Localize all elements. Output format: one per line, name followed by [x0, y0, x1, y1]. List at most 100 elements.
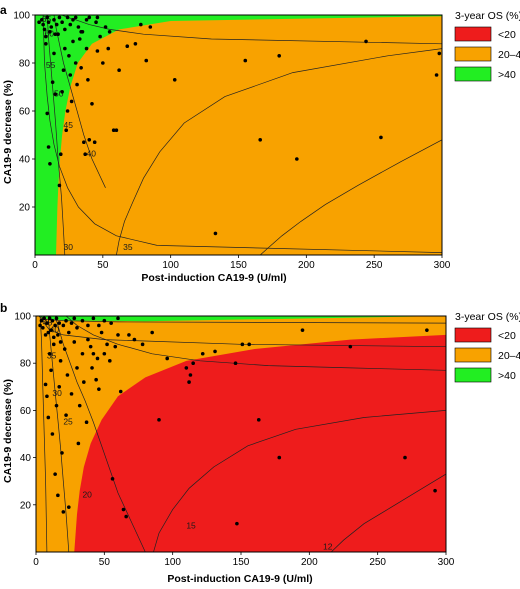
- x-tick-label: 200: [298, 260, 315, 271]
- x-tick-label: 300: [438, 557, 455, 568]
- data-point: [54, 316, 59, 321]
- data-point: [58, 359, 63, 363]
- data-point: [71, 18, 75, 22]
- contour-line: [116, 48, 442, 255]
- data-point: [56, 32, 60, 36]
- data-point: [113, 344, 118, 349]
- data-point: [80, 351, 85, 356]
- contour-label: 60: [44, 29, 54, 39]
- data-point: [57, 321, 62, 325]
- data-point: [54, 22, 59, 27]
- data-point: [97, 323, 101, 328]
- data-point: [47, 351, 52, 356]
- data-point: [434, 73, 439, 77]
- panel-b-legend-swatch-mid: [454, 347, 492, 363]
- data-point: [72, 316, 77, 321]
- data-point: [95, 49, 100, 53]
- data-point: [86, 323, 90, 328]
- panel-b-y-axis-title: CA19-9 decrease (%): [2, 379, 14, 483]
- contour-label: 45: [63, 120, 73, 130]
- data-point: [84, 46, 89, 51]
- data-point: [103, 25, 108, 29]
- data-point: [98, 34, 102, 39]
- data-point: [107, 30, 112, 34]
- data-point: [50, 80, 55, 84]
- x-tick-label: 250: [366, 260, 383, 271]
- data-point: [50, 432, 55, 436]
- data-point: [277, 54, 282, 58]
- data-point: [53, 323, 57, 328]
- y-tick-label: 20: [20, 500, 32, 511]
- data-point: [213, 349, 217, 354]
- data-point: [64, 318, 68, 323]
- data-point: [73, 15, 78, 20]
- contour-line: [53, 15, 106, 188]
- data-point: [86, 78, 90, 82]
- data-point: [84, 18, 89, 22]
- data-point: [437, 51, 442, 56]
- panel-b-x-ticks: 0 50 100 150 200 250 300: [33, 552, 455, 568]
- data-point: [49, 328, 53, 332]
- data-point: [51, 335, 56, 340]
- panel-b-y-ticks: 20 40 60 80 100: [14, 312, 36, 511]
- x-tick-label: 250: [369, 557, 386, 568]
- panel-a-legend-label-high: >40: [498, 69, 516, 81]
- panel-a-legend-label-mid: 20–40: [498, 49, 520, 61]
- contour-line: [42, 15, 442, 253]
- data-point: [84, 420, 89, 425]
- contour-label: 25: [63, 417, 73, 427]
- data-point: [45, 394, 49, 399]
- x-tick-label: 100: [162, 260, 179, 271]
- data-point: [191, 361, 195, 366]
- data-point: [132, 337, 137, 342]
- data-point: [379, 135, 383, 140]
- data-point: [60, 20, 64, 25]
- data-point: [48, 162, 52, 166]
- data-point: [42, 316, 46, 321]
- data-point: [116, 333, 120, 337]
- data-point: [65, 373, 70, 377]
- contour-label: 40: [87, 149, 97, 159]
- data-point: [364, 39, 368, 44]
- y-tick-label: 80: [20, 359, 32, 370]
- data-point: [140, 342, 145, 347]
- data-point: [68, 73, 73, 77]
- data-point: [46, 20, 51, 25]
- data-point: [76, 25, 81, 29]
- y-tick-label: 100: [13, 11, 30, 22]
- data-point: [110, 477, 115, 481]
- contour-label: 50: [54, 89, 64, 99]
- region-low-fill: [74, 334, 446, 552]
- data-point: [348, 344, 353, 349]
- data-point: [53, 472, 57, 476]
- data-point: [42, 27, 47, 32]
- x-tick-label: 100: [164, 557, 181, 568]
- data-point: [75, 82, 79, 87]
- contour-label: 20: [82, 490, 92, 500]
- data-point: [108, 359, 112, 363]
- data-point: [41, 22, 45, 27]
- panel-a-x-ticks: 0 50 100 150 200 250 300: [32, 255, 451, 271]
- data-point: [62, 347, 67, 351]
- contour-line: [259, 139, 442, 255]
- panel-a-x-axis-title: Post-induction CA19-9 (U/ml): [141, 272, 286, 284]
- panel-b-legend-label-mid: 20–40: [498, 350, 520, 362]
- data-point: [150, 330, 154, 335]
- contour-label: 35: [47, 350, 57, 360]
- data-point: [187, 380, 191, 384]
- data-point: [92, 140, 97, 144]
- data-point: [133, 42, 138, 46]
- panel-b-legend-swatch-low: [454, 327, 492, 343]
- data-point: [87, 138, 92, 142]
- data-point: [45, 111, 50, 116]
- panel-a-y-axis-title: CA19-9 decrease (%): [2, 80, 14, 184]
- panel-b-legend-title: 3-year OS (%): [455, 311, 520, 323]
- data-point: [50, 318, 55, 323]
- data-point: [45, 321, 49, 325]
- data-point: [43, 333, 48, 337]
- data-point: [60, 451, 64, 455]
- data-point: [86, 337, 90, 342]
- data-point: [61, 68, 66, 72]
- panel-a-legend-swatch-high: [454, 66, 492, 82]
